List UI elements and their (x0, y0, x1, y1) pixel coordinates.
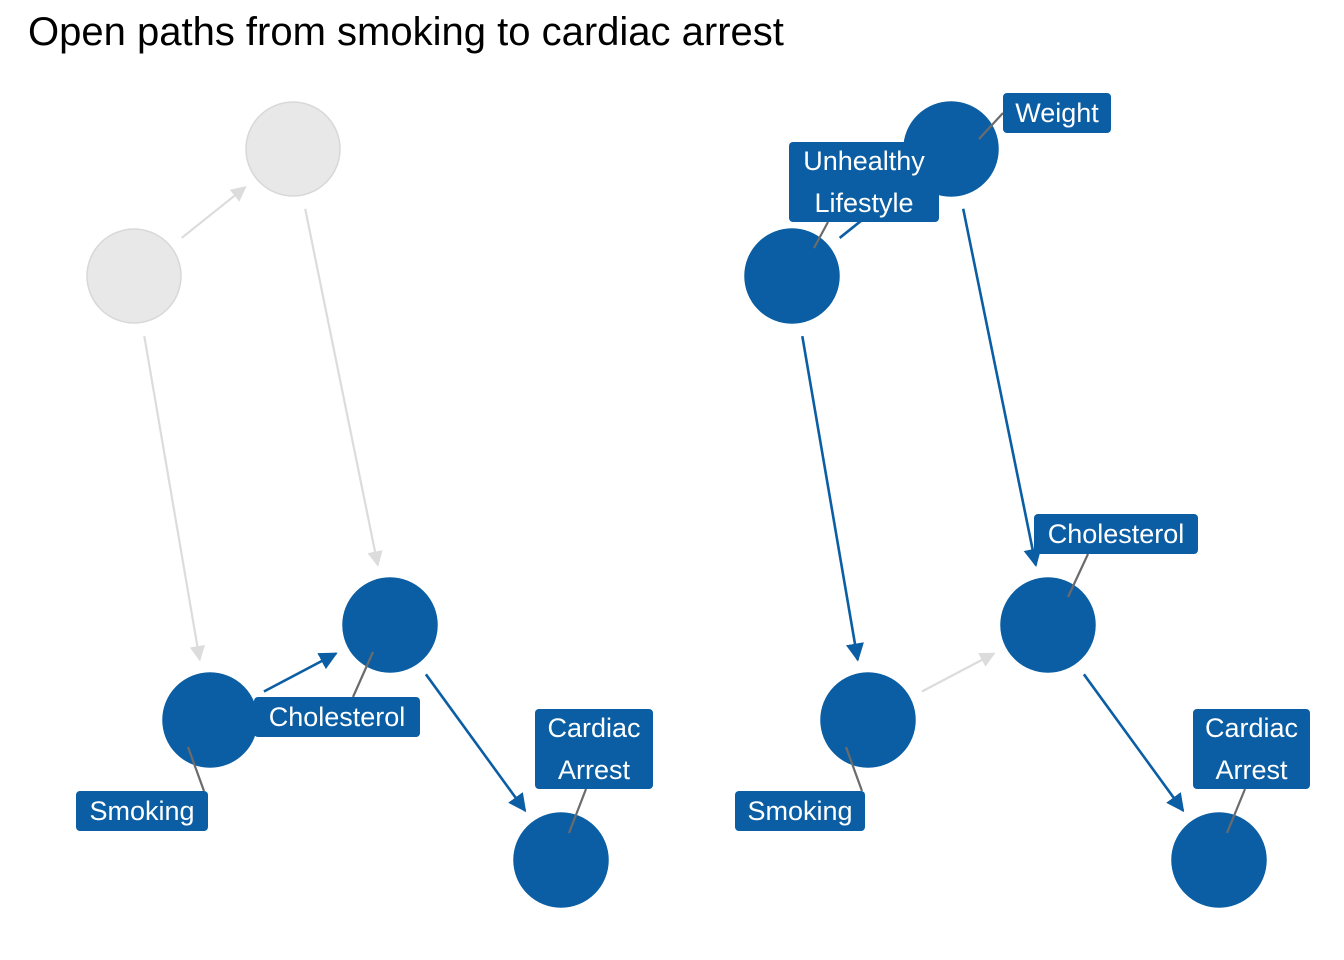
label-box (735, 791, 865, 831)
label-box (1003, 93, 1111, 133)
label-text: Unhealthy (803, 146, 925, 176)
label-text: Cholesterol (269, 702, 406, 732)
label-box (789, 142, 939, 222)
node-right-lifestyle (744, 228, 840, 324)
edge-right-smoking-to-cholesterol (921, 652, 996, 693)
label-box (254, 697, 420, 737)
node-label-left-cholesterol: Cholesterol (254, 697, 420, 737)
edge-left-lifestyle-to-weight (180, 186, 247, 239)
node-left-weight (245, 101, 341, 197)
label-leader-left-cholesterol (351, 651, 375, 698)
node-label-left-cardiac: Cardiac Arrest (535, 709, 653, 789)
label-leader-left-smoking (186, 746, 206, 792)
label-text: Arrest (558, 755, 631, 785)
node-label-right-cholesterol: Cholesterol (1034, 514, 1198, 554)
label-box (1193, 709, 1310, 789)
node-label-right-weight: Weight (1003, 93, 1111, 133)
node-label-right-cardiac: Cardiac Arrest (1193, 709, 1310, 789)
label-box (1034, 514, 1198, 554)
label-leader-right-weight (978, 112, 1004, 140)
node-right-cholesterol (1000, 577, 1096, 673)
edge-left-smoking-to-cholesterol (263, 652, 338, 693)
edge-right-weight-to-cholesterol (961, 208, 1042, 568)
edge-left-lifestyle-to-smoking (143, 335, 205, 662)
label-box (76, 791, 208, 831)
label-leader-left-cardiac (567, 788, 588, 834)
node-left-cholesterol (342, 577, 438, 673)
node-left-cardiac (513, 812, 609, 908)
label-text: Cholesterol (1048, 519, 1185, 549)
node-right-cardiac (1171, 812, 1267, 908)
label-leader-right-smoking (844, 746, 864, 792)
label-leader-right-cholesterol (1067, 553, 1089, 598)
edge-right-lifestyle-to-smoking (801, 335, 864, 662)
label-text: Smoking (89, 796, 194, 826)
node-left-lifestyle (86, 228, 182, 324)
label-box (535, 709, 653, 789)
page-title: Open paths from smoking to cardiac arres… (28, 10, 784, 54)
node-label-left-smoking: Smoking (76, 791, 208, 831)
node-right-smoking (820, 672, 916, 768)
label-text: Arrest (1215, 755, 1288, 785)
label-text: Cardiac (547, 713, 640, 743)
label-leader-right-cardiac (1225, 788, 1247, 834)
label-text: Smoking (747, 796, 852, 826)
label-text: Lifestyle (814, 188, 913, 218)
label-leader-right-lifestyle (813, 221, 829, 249)
node-left-smoking (162, 672, 258, 768)
label-text: Cardiac (1205, 713, 1298, 743)
node-label-right-lifestyle: Unhealthy Lifestyle (789, 142, 939, 222)
label-text: Weight (1015, 98, 1099, 128)
edge-left-weight-to-cholesterol (304, 208, 383, 567)
node-label-right-smoking: Smoking (735, 791, 865, 831)
edge-left-cholesterol-to-cardiac (424, 673, 527, 813)
edge-right-cholesterol-to-cardiac (1082, 673, 1185, 813)
